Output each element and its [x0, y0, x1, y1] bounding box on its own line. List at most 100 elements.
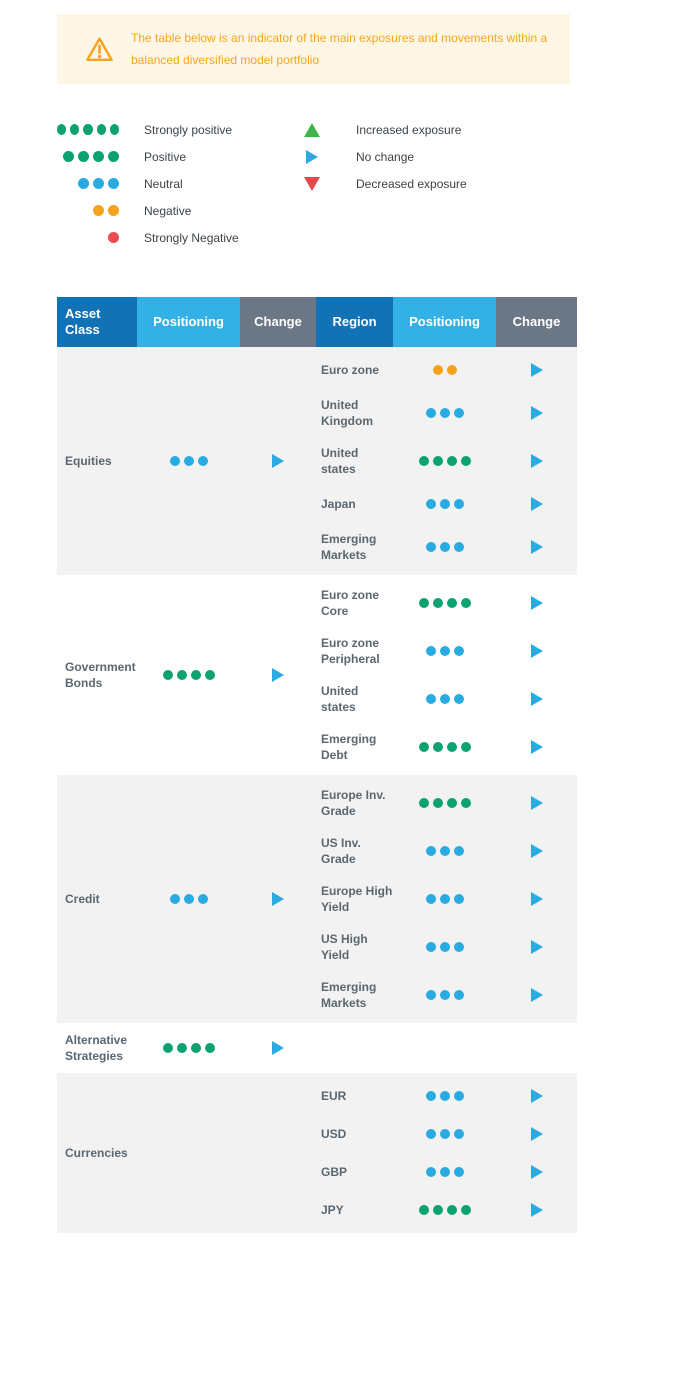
- dot: [108, 205, 119, 216]
- positioning-dots-blue: [425, 846, 464, 856]
- region-positioning-cell: [393, 1129, 496, 1139]
- dot: [446, 598, 457, 608]
- dot: [108, 232, 119, 243]
- legend-item-no-change: No change: [303, 143, 467, 170]
- region-label: Japan: [321, 497, 356, 511]
- dot: [453, 990, 464, 1000]
- no-change-arrow-icon: [530, 1127, 543, 1141]
- dot: [453, 1129, 464, 1139]
- region-positioning-cell: [393, 846, 496, 856]
- dot: [453, 894, 464, 904]
- dot: [418, 456, 429, 466]
- dot: [439, 1129, 450, 1139]
- positioning-dots-blue: [425, 694, 464, 704]
- header-region-change: Change: [496, 297, 577, 347]
- legend: Strongly positive Positive Neutral Negative…: [56, 116, 700, 251]
- dot: [446, 365, 457, 375]
- warning-triangle-icon: [85, 36, 114, 63]
- legend-dots-red: [57, 232, 119, 243]
- dot: [425, 1091, 436, 1101]
- legend-label: Increased exposure: [356, 122, 462, 137]
- region-positioning-cell: [393, 1091, 496, 1101]
- region-change-cell: [496, 406, 577, 420]
- no-change-arrow-icon: [530, 796, 543, 810]
- dot: [425, 542, 436, 552]
- no-change-arrow-icon: [530, 892, 543, 906]
- legend-item-strongly-negative: Strongly Negative: [57, 224, 303, 251]
- no-change-arrow-icon: [530, 497, 543, 511]
- region-label: Emerging Markets: [321, 980, 377, 1010]
- no-change-arrow-icon: [530, 844, 543, 858]
- dot: [204, 670, 215, 680]
- dot: [425, 499, 436, 509]
- table-body: Equities Euro zone United Kingdom United st…: [57, 347, 577, 1233]
- no-change-arrow-icon: [530, 363, 543, 377]
- dot: [93, 205, 104, 216]
- legend-dots-green: [57, 151, 119, 162]
- region-change-cell: [496, 497, 577, 511]
- legend-dots-blue: [57, 178, 119, 189]
- asset-class-label: Credit: [65, 892, 100, 906]
- region-change-cell: [496, 1165, 577, 1179]
- dot: [460, 456, 471, 466]
- dot: [63, 151, 74, 162]
- dot: [56, 124, 67, 135]
- region-change-cell: [496, 1127, 577, 1141]
- dot: [453, 1091, 464, 1101]
- header-positioning: Positioning: [137, 297, 240, 347]
- region-label: United states: [321, 684, 359, 714]
- dot: [432, 365, 443, 375]
- region-label: EUR: [321, 1089, 347, 1103]
- asset-class-label: Government Bonds: [65, 660, 136, 690]
- triangle-up-icon: [303, 122, 320, 137]
- asset-block: Equities: [57, 347, 316, 575]
- positioning-dots-blue: [425, 942, 464, 952]
- triangle-down-icon: [303, 176, 320, 191]
- table-header-row: Asset Class Positioning Change Region Po…: [57, 297, 577, 347]
- region-positioning-cell: [393, 990, 496, 1000]
- asset-positioning-cell: [137, 670, 240, 680]
- region-change-cell: [496, 892, 577, 906]
- dot: [439, 1091, 450, 1101]
- dot: [190, 670, 201, 680]
- legend-item-decreased-exposure: Decreased exposure: [303, 170, 467, 197]
- region-label: Emerging Markets: [321, 532, 377, 562]
- region-positioning-cell: [393, 1205, 496, 1215]
- asset-class-label: Alternative Strategies: [65, 1033, 128, 1063]
- dot: [439, 942, 450, 952]
- region-row-us-inv-grade: US Inv. Grade: [316, 827, 577, 875]
- region-positioning-cell: [393, 798, 496, 808]
- positioning-dots-orange: [432, 365, 457, 375]
- section-credit: Credit Europe Inv. Grade US Inv. Grade Euro…: [57, 775, 577, 1023]
- dot: [446, 1205, 457, 1215]
- legend-item-negative: Negative: [57, 197, 303, 224]
- positioning-dots-green: [418, 456, 471, 466]
- legend-label: Decreased exposure: [356, 176, 467, 191]
- region-positioning-cell: [393, 598, 496, 608]
- dot: [162, 670, 173, 680]
- dot: [446, 742, 457, 752]
- dot: [83, 124, 93, 135]
- triangle-right-icon: [303, 149, 320, 164]
- region-row-emerging-markets: Emerging Markets: [316, 971, 577, 1019]
- no-change-arrow-icon: [530, 454, 543, 468]
- region-change-cell: [496, 740, 577, 754]
- dot: [425, 894, 436, 904]
- dot: [108, 151, 119, 162]
- region-positioning-cell: [393, 694, 496, 704]
- region-row-emerging-markets: Emerging Markets: [316, 523, 577, 571]
- dot: [169, 894, 180, 904]
- dot: [453, 942, 464, 952]
- asset-class-label: Equities: [65, 454, 112, 468]
- legend-item-strongly-positive: Strongly positive: [56, 116, 303, 143]
- asset-positioning-cell: [137, 894, 240, 904]
- no-change-arrow-icon: [530, 540, 543, 554]
- region-row-united-kingdom: United Kingdom: [316, 389, 577, 437]
- dot: [439, 646, 450, 656]
- dot: [425, 846, 436, 856]
- legend-dots-orange: [57, 205, 119, 216]
- positioning-dots-blue: [425, 990, 464, 1000]
- regions-block: Europe Inv. Grade US Inv. Grade Europe Hig…: [316, 775, 577, 1023]
- regions-block: Euro zone United Kingdom United states Japa…: [316, 347, 577, 575]
- no-change-arrow-icon: [530, 692, 543, 706]
